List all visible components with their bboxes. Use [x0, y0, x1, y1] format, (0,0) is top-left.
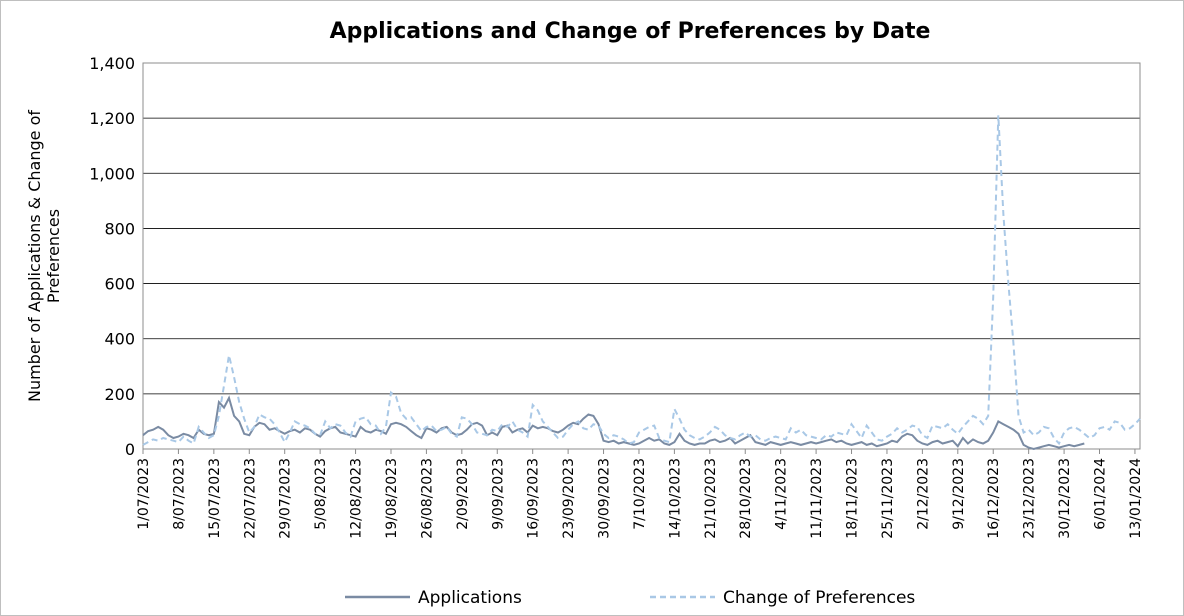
series-line	[142, 395, 1085, 451]
x-tick-label: 4/11/2023	[774, 458, 790, 530]
legend-label: Applications	[418, 588, 522, 608]
x-tick-label: 2/09/2023	[455, 458, 471, 530]
y-tick-label: 400	[104, 330, 135, 349]
y-tick-label: 1,400	[89, 54, 135, 73]
x-tick-label: 23/12/2023	[1022, 458, 1038, 539]
x-tick-label: 1/07/2023	[136, 458, 152, 530]
x-tick-label: 12/08/2023	[349, 458, 365, 539]
x-tick-label: 5/08/2023	[313, 458, 329, 530]
y-tick-label: 200	[104, 385, 135, 404]
x-tick-label: 28/10/2023	[738, 458, 754, 539]
x-tick-label: 25/11/2023	[880, 458, 896, 539]
y-tick-label: 800	[104, 219, 135, 238]
x-tick-label: 29/07/2023	[278, 458, 294, 539]
x-tick-label: 19/08/2023	[384, 458, 400, 539]
x-tick-label: 15/07/2023	[207, 458, 223, 539]
x-tick-label: 16/09/2023	[526, 458, 542, 539]
x-tick-label: 9/12/2023	[951, 458, 967, 530]
x-tick-label: 30/09/2023	[597, 458, 613, 539]
x-tick-label: 22/07/2023	[242, 458, 258, 539]
x-tick-label: 7/10/2023	[632, 458, 648, 530]
y-tick-label: 0	[125, 440, 135, 459]
plot-border	[142, 62, 1141, 450]
x-tick-label: 11/11/2023	[809, 458, 825, 539]
y-tick-label: 1,000	[89, 164, 135, 183]
x-tick-label: 8/07/2023	[171, 458, 187, 530]
x-tick-label: 2/12/2023	[915, 458, 931, 530]
series-line	[142, 115, 1141, 446]
x-tick-label: 16/12/2023	[986, 458, 1002, 539]
y-tick-label: 600	[104, 275, 135, 294]
x-tick-label: 6/01/2024	[1093, 458, 1109, 530]
x-tick-label: 13/01/2024	[1128, 458, 1144, 539]
x-tick-label: 18/11/2023	[845, 458, 861, 539]
chart-title: Applications and Change of Preferences b…	[330, 19, 931, 44]
legend-label: Change of Preferences	[723, 588, 915, 608]
y-axis-title: Number of Applications & Change of Prefe…	[25, 110, 63, 403]
x-tick-label: 9/09/2023	[490, 458, 506, 530]
x-tick-label: 21/10/2023	[703, 458, 719, 539]
y-tick-label: 1,200	[89, 109, 135, 128]
x-tick-label: 26/08/2023	[419, 458, 435, 539]
x-tick-label: 23/09/2023	[561, 458, 577, 539]
x-tick-label: 14/10/2023	[667, 458, 683, 539]
x-tick-label: 30/12/2023	[1057, 458, 1073, 539]
